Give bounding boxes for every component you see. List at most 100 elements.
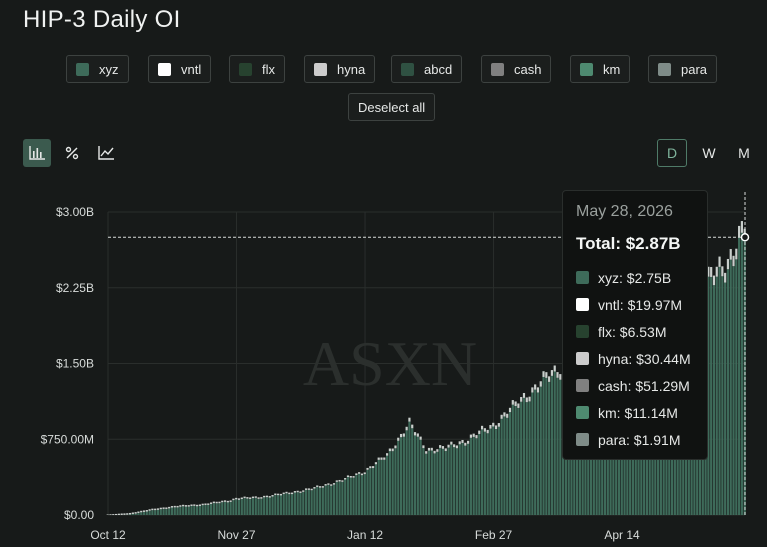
bar-cap	[413, 432, 417, 436]
bar-cap	[433, 450, 436, 454]
bar-cap	[212, 501, 215, 504]
bar-cap	[246, 497, 249, 499]
x-tick-label: Apr 14	[604, 528, 640, 542]
legend-label: hyna	[337, 61, 366, 77]
bar	[198, 505, 201, 515]
bar	[385, 455, 389, 515]
bar	[374, 464, 378, 515]
bar-cap	[394, 445, 397, 449]
bar	[282, 494, 285, 515]
bar-chart-icon[interactable]	[23, 139, 51, 167]
bar	[542, 376, 545, 515]
legend-label: vntl	[181, 61, 202, 77]
bar	[204, 504, 207, 515]
tooltip-total: Total: $2.87B	[576, 234, 681, 253]
bar	[215, 503, 218, 515]
bar-cap	[128, 512, 132, 515]
bar-cap	[458, 441, 461, 445]
tooltip-date: May 28, 2026	[576, 203, 673, 220]
line-chart-icon[interactable]	[92, 139, 120, 167]
bar-cap	[732, 255, 735, 267]
bar	[277, 495, 280, 515]
bar	[209, 503, 213, 515]
tooltip-swatch	[576, 379, 589, 392]
bar-cap	[399, 433, 403, 438]
legend-chip-km[interactable]: km	[570, 55, 631, 83]
bar-cap	[142, 510, 146, 512]
bar	[246, 498, 249, 515]
bar-cap	[483, 428, 486, 432]
bar-cap	[232, 498, 235, 501]
bar-cap	[726, 258, 730, 270]
deselect-all-button[interactable]: Deselect all	[348, 93, 436, 121]
legend-chip-flx[interactable]: flx	[229, 55, 285, 83]
percent-icon[interactable]	[58, 139, 86, 167]
bar	[257, 498, 260, 515]
bar-cap	[114, 513, 118, 515]
bar	[534, 389, 537, 515]
bar-cap	[313, 487, 316, 489]
bar	[263, 497, 266, 515]
bar-cap	[134, 512, 137, 514]
period-day-button[interactable]: D	[657, 139, 687, 167]
bar-cap	[215, 501, 218, 504]
bar-cap	[274, 493, 277, 496]
legend-chip-cash[interactable]: cash	[481, 55, 552, 83]
bar-cap	[360, 473, 364, 476]
period-week-button[interactable]: W	[702, 145, 716, 161]
legend-chip-xyz[interactable]: xyz	[66, 55, 129, 83]
tooltip-row: flx: $6.53M	[576, 318, 694, 345]
bar-cap	[168, 506, 171, 509]
bar-cap	[427, 447, 431, 451]
watermark: ASXN	[303, 328, 477, 399]
bar-cap	[430, 447, 433, 451]
bar-cap	[198, 504, 201, 506]
bar	[464, 445, 467, 515]
bar	[346, 477, 350, 515]
tooltip-row: cash: $51.29M	[576, 372, 694, 399]
bar-cap	[366, 467, 369, 470]
bar-cap	[536, 387, 540, 393]
legend-chip-para[interactable]: para	[648, 55, 718, 83]
period-month-button[interactable]: M	[738, 145, 750, 161]
legend-chip-vntl[interactable]: vntl	[148, 55, 212, 83]
bar	[430, 450, 433, 515]
bar-cap	[383, 457, 386, 460]
bar	[525, 402, 528, 515]
bar-cap	[182, 504, 185, 507]
bar	[732, 266, 735, 515]
bar	[159, 509, 162, 515]
bar-cap	[377, 457, 380, 460]
bar-cap	[358, 472, 361, 474]
bar-cap	[176, 505, 179, 508]
bar	[528, 401, 531, 515]
legend-label: xyz	[99, 61, 119, 77]
bar	[254, 497, 257, 515]
bar-cap	[223, 500, 227, 502]
bar	[223, 501, 227, 515]
bar	[274, 495, 277, 515]
bar-cap	[408, 417, 411, 422]
bar-cap	[517, 403, 520, 408]
legend-chip-abcd[interactable]: abcd	[391, 55, 463, 83]
bar-cap	[137, 511, 140, 514]
bar-cap	[229, 500, 232, 502]
bar-cap	[542, 371, 545, 377]
tooltip-row: xyz: $2.75B	[576, 264, 694, 291]
bar	[517, 407, 520, 515]
bar	[366, 469, 369, 515]
bar-cap	[249, 497, 252, 499]
bar	[207, 504, 210, 515]
legend-chip-hyna[interactable]: hyna	[304, 55, 376, 83]
bar-cap	[475, 435, 478, 439]
bar-cap	[556, 372, 559, 378]
bar	[433, 453, 436, 515]
bar-cap	[455, 445, 459, 449]
bar	[349, 477, 352, 515]
bar-cap	[299, 491, 302, 493]
bar	[302, 491, 305, 515]
bar-cap	[441, 446, 445, 449]
bar	[179, 506, 182, 515]
bar-cap	[352, 476, 355, 478]
bar	[715, 276, 718, 515]
